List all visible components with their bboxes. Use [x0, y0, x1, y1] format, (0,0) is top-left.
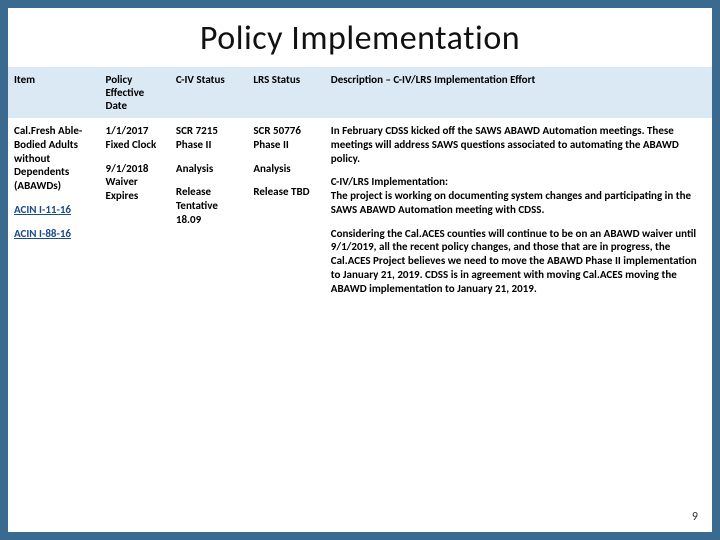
lrs-line3: Release TBD — [253, 185, 318, 199]
item-link-1[interactable]: ACIN I-11-16 — [14, 203, 71, 216]
civ-line2: Analysis — [176, 162, 241, 176]
cell-policy-date: 1/1/2017 Fixed Clock 9/1/2018 Waiver Exp… — [100, 118, 170, 301]
table-header-row: Item Policy Effective Date C-IV Status L… — [8, 67, 712, 118]
civ-line1: SCR 7215 Phase II — [176, 124, 241, 152]
header-item: Item — [8, 67, 100, 118]
item-link-2[interactable]: ACIN I-88-16 — [14, 227, 71, 240]
cell-civ-status: SCR 7215 Phase II Analysis Release Tenta… — [170, 118, 247, 301]
desc-p1: In February CDSS kicked off the SAWS ABA… — [331, 124, 706, 165]
cell-item: Cal.Fresh Able-Bodied Adults without Dep… — [8, 118, 100, 301]
header-policy-date: Policy Effective Date — [100, 67, 170, 118]
cell-description: In February CDSS kicked off the SAWS ABA… — [325, 118, 712, 301]
table-row: Cal.Fresh Able-Bodied Adults without Dep… — [8, 118, 712, 301]
policy-date-2: 9/1/2018 Waiver Expires — [106, 162, 164, 203]
slide-frame: Policy Implementation Item Policy Effect… — [0, 0, 720, 540]
desc-p3: Considering the Cal.ACES counties will c… — [331, 227, 706, 296]
item-title: Cal.Fresh Able-Bodied Adults without Dep… — [14, 124, 94, 193]
policy-date-1: 1/1/2017 Fixed Clock — [106, 124, 164, 152]
policy-table: Item Policy Effective Date C-IV Status L… — [8, 67, 712, 301]
page-number: 9 — [692, 510, 698, 524]
header-civ-status: C-IV Status — [170, 67, 247, 118]
cell-lrs-status: SCR 50776 Phase II Analysis Release TBD — [247, 118, 324, 301]
civ-line3: Release Tentative 18.09 — [176, 185, 241, 226]
header-description: Description – C-IV/LRS Implementation Ef… — [325, 67, 712, 118]
desc-p2b: The project is working on documenting sy… — [331, 189, 691, 216]
lrs-line2: Analysis — [253, 162, 318, 176]
page-title: Policy Implementation — [8, 8, 712, 67]
desc-p2a: C-IV/LRS Implementation: — [331, 175, 448, 188]
lrs-line1: SCR 50776 Phase II — [253, 124, 318, 152]
header-lrs-status: LRS Status — [247, 67, 324, 118]
